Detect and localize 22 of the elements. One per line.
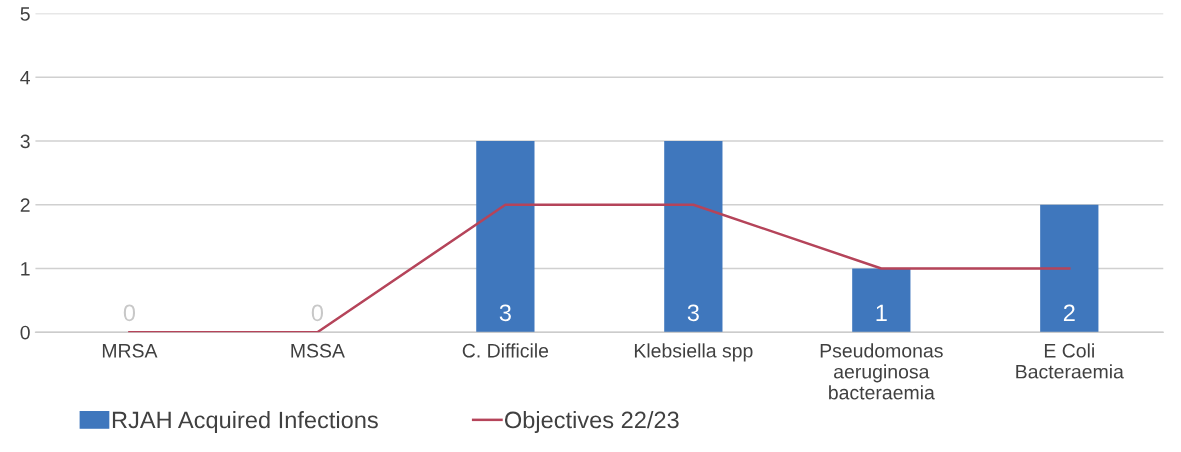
data-label: 1	[876, 304, 887, 321]
x-tick-label: MSSA	[291, 343, 345, 358]
data-label: 3	[687, 304, 699, 322]
y-tick-label: 2	[20, 198, 30, 212]
y-tick-label: 5	[20, 7, 30, 21]
x-tick-label: Klebsiella spp	[634, 343, 753, 362]
bar	[1040, 204, 1099, 333]
x-tick-label: E Coli Bacteraemia	[1016, 343, 1124, 379]
x-tick-label: MRSA	[102, 343, 158, 358]
bar	[476, 141, 535, 333]
data-label: 2	[1063, 304, 1075, 321]
y-tick-label: 4	[20, 70, 30, 85]
x-tick-label: Pseudomonas aeruginosa bacteraemia	[820, 343, 943, 400]
legend-label: RJAH Acquired Infections	[112, 411, 378, 434]
bar	[852, 268, 911, 333]
bar	[664, 141, 723, 333]
legend-label: Objectives 22/23	[504, 411, 679, 434]
data-label: 3	[499, 304, 511, 322]
y-tick-label: 0	[20, 325, 30, 340]
x-tick-label: C. Difficile	[462, 343, 549, 358]
y-tick-label: 3	[20, 134, 30, 149]
y-tick-label: 1	[21, 262, 30, 276]
